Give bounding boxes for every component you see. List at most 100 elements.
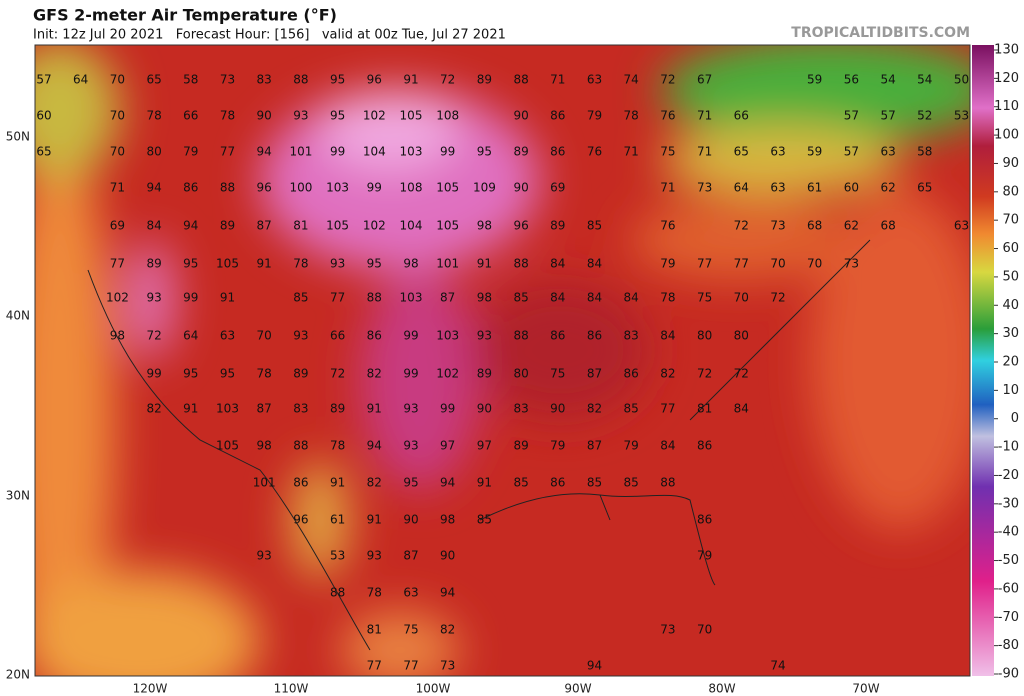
temperature-label: 85 <box>624 476 639 490</box>
temperature-label: 66 <box>330 329 345 343</box>
temperature-label: 99 <box>183 291 198 305</box>
temperature-label: 77 <box>403 659 418 673</box>
temperature-label: 90 <box>513 181 528 195</box>
temperature-label: 67 <box>697 73 712 87</box>
temperature-label: 70 <box>770 257 785 271</box>
temperature-label: 82 <box>587 402 602 416</box>
temperature-label: 73 <box>770 219 785 233</box>
temperature-label: 109 <box>473 181 496 195</box>
temperature-label: 103 <box>400 145 423 159</box>
temperature-label: 78 <box>146 109 161 123</box>
temperature-label: 71 <box>624 145 639 159</box>
temperature-label: 95 <box>330 73 345 87</box>
temperature-label: 70 <box>110 145 125 159</box>
temperature-label: 61 <box>330 513 345 527</box>
temperature-label: 96 <box>293 513 308 527</box>
temperature-label: 86 <box>550 476 565 490</box>
temperature-label: 86 <box>367 329 382 343</box>
colorbar-tick-label: -10 <box>998 440 1019 455</box>
temperature-label: 83 <box>513 402 528 416</box>
temperature-label: 63 <box>770 145 785 159</box>
temperature-label: 54 <box>880 73 895 87</box>
temperature-label: 66 <box>734 109 749 123</box>
temperature-label: 79 <box>550 439 565 453</box>
temperature-label: 91 <box>183 402 198 416</box>
temperature-label: 93 <box>367 549 382 563</box>
temperature-label: 103 <box>326 181 349 195</box>
temperature-label: 95 <box>477 145 492 159</box>
temperature-label: 105 <box>216 439 239 453</box>
temperature-label: 96 <box>513 219 528 233</box>
temperature-label: 103 <box>216 402 239 416</box>
temperature-label: 89 <box>513 439 528 453</box>
temperature-label: 105 <box>436 219 459 233</box>
temperature-label: 71 <box>660 181 675 195</box>
temperature-label: 70 <box>110 73 125 87</box>
temperature-label: 95 <box>330 109 345 123</box>
temperature-label: 90 <box>440 549 455 563</box>
temperature-label: 73 <box>440 659 455 673</box>
temperature-label: 90 <box>257 109 272 123</box>
temperature-label: 79 <box>587 109 602 123</box>
temperature-label: 71 <box>550 73 565 87</box>
temperature-label: 78 <box>330 439 345 453</box>
temperature-label: 57 <box>844 109 859 123</box>
temperature-label: 56 <box>844 73 859 87</box>
temperature-label: 83 <box>257 73 272 87</box>
temperature-label: 88 <box>367 291 382 305</box>
temperature-label: 86 <box>293 476 308 490</box>
temperature-label: 69 <box>550 181 565 195</box>
temperature-label: 74 <box>770 659 785 673</box>
map-frame <box>34 44 971 677</box>
temperature-label: 61 <box>807 181 822 195</box>
colorbar-tick-label: 100 <box>994 128 1019 143</box>
temperature-label: 102 <box>436 367 459 381</box>
temperature-label: 91 <box>330 476 345 490</box>
temperature-label: 104 <box>363 145 386 159</box>
temperature-label: 97 <box>440 439 455 453</box>
temperature-label: 80 <box>697 329 712 343</box>
temperature-label: 93 <box>257 549 272 563</box>
temperature-label: 101 <box>436 257 459 271</box>
temperature-label: 60 <box>844 181 859 195</box>
temperature-label: 78 <box>293 257 308 271</box>
temperature-label: 88 <box>513 329 528 343</box>
temperature-label: 94 <box>146 181 161 195</box>
temperature-label: 72 <box>660 73 675 87</box>
temperature-label: 88 <box>513 257 528 271</box>
temperature-label: 75 <box>403 623 418 637</box>
temperature-label: 59 <box>807 73 822 87</box>
temperature-label: 84 <box>660 329 675 343</box>
longitude-label: 90W <box>564 682 591 696</box>
temperature-label: 104 <box>400 219 423 233</box>
temperature-label: 94 <box>257 145 272 159</box>
temperature-label: 73 <box>220 73 235 87</box>
temperature-label: 91 <box>367 513 382 527</box>
temperature-label: 63 <box>587 73 602 87</box>
latitude-label: 30N <box>6 489 30 503</box>
longitude-label: 100W <box>416 682 451 696</box>
temperature-label: 79 <box>183 145 198 159</box>
temperature-label: 77 <box>367 659 382 673</box>
temperature-label: 68 <box>807 219 822 233</box>
longitude-label: 110W <box>274 682 309 696</box>
temperature-label: 76 <box>660 109 675 123</box>
temperature-label: 87 <box>403 549 418 563</box>
temperature-label: 86 <box>550 109 565 123</box>
temperature-label: 77 <box>734 257 749 271</box>
temperature-label: 53 <box>330 549 345 563</box>
temperature-label: 89 <box>550 219 565 233</box>
temperature-label: 98 <box>403 257 418 271</box>
temperature-label: 95 <box>367 257 382 271</box>
temperature-label: 86 <box>624 367 639 381</box>
temperature-label: 85 <box>477 513 492 527</box>
temperature-label: 70 <box>734 291 749 305</box>
temperature-label: 72 <box>770 291 785 305</box>
temperature-label: 50 <box>954 73 969 87</box>
temperature-label: 78 <box>624 109 639 123</box>
temperature-label: 89 <box>146 257 161 271</box>
temperature-label: 90 <box>513 109 528 123</box>
temperature-label: 86 <box>550 145 565 159</box>
temperature-label: 98 <box>477 219 492 233</box>
